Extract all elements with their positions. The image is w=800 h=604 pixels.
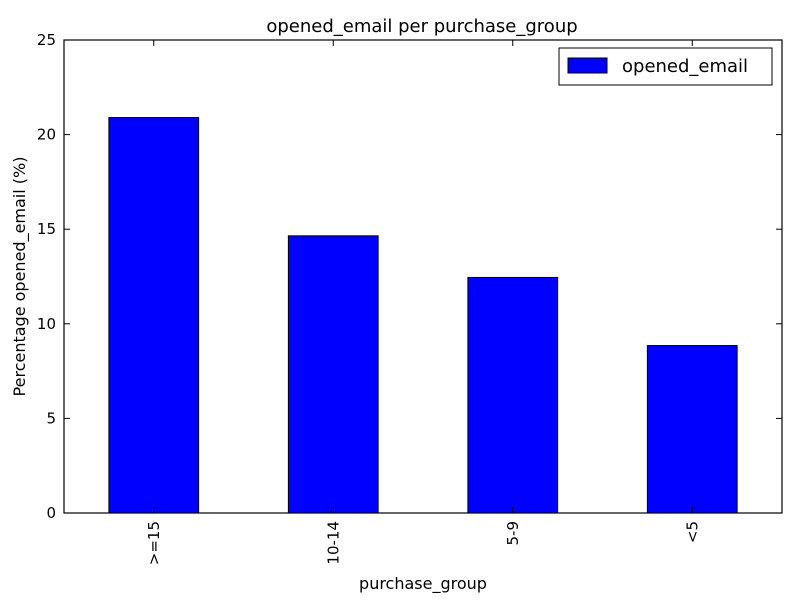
x-axis-label: purchase_group (359, 574, 487, 594)
x-tick-label-0: >=15 (145, 521, 163, 565)
x-tick-label-2: 5-9 (504, 521, 522, 546)
bar-0 (108, 117, 200, 514)
y-tick-label-0: 0 (46, 504, 56, 522)
y-tick-label-4: 20 (37, 126, 56, 144)
legend: opened_email (558, 47, 773, 86)
legend-swatch (567, 57, 608, 74)
plot-frame (63, 39, 783, 514)
legend-label: opened_email (622, 56, 748, 77)
x-tick-label-1: 10-14 (324, 521, 342, 565)
x-tick-label-3: <5 (683, 521, 701, 543)
y-tick-label-1: 5 (46, 409, 56, 427)
bar-2 (467, 276, 559, 514)
bar-3 (646, 345, 738, 514)
y-axis-ticks: 0 5 10 15 20 25 (37, 31, 782, 522)
bar-1 (287, 235, 379, 514)
bars-group (108, 117, 738, 514)
y-tick-label-3: 15 (37, 220, 56, 238)
y-tick-label-2: 10 (37, 315, 56, 333)
y-axis-label: Percentage opened_email (%) (10, 157, 30, 397)
chart-title: opened_email per purchase_group (266, 16, 577, 37)
x-axis-ticks: >=15 10-14 5-9 <5 (145, 40, 701, 565)
y-tick-label-5: 25 (37, 31, 56, 49)
